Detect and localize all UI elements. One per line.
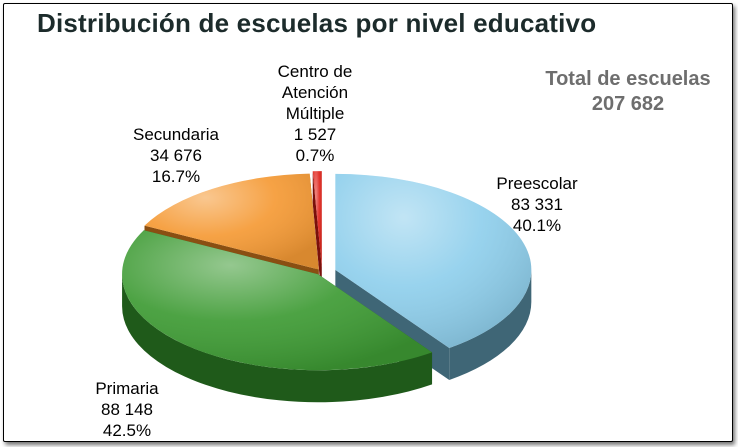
label-preescolar-value: 83 331 bbox=[511, 195, 563, 214]
label-primaria: Primaria 88 148 42.5% bbox=[82, 378, 172, 441]
label-secundaria: Secundaria 34 676 16.7% bbox=[126, 124, 226, 187]
label-preescolar-percent: 40.1% bbox=[512, 216, 562, 235]
slice-preescolar bbox=[335, 173, 532, 381]
label-secundaria-percent: 16.7% bbox=[151, 167, 201, 186]
label-primaria-percent: 42.5% bbox=[102, 421, 152, 440]
slice-primaria-side bbox=[122, 274, 433, 403]
label-cam-name-line1: Centro de bbox=[277, 62, 353, 81]
label-cam-name-line3: Múltiple bbox=[285, 104, 345, 123]
label-secundaria-value: 34 676 bbox=[150, 146, 202, 165]
slice-preescolar-highlight bbox=[335, 173, 532, 349]
total-label: Total de escuelas bbox=[545, 68, 711, 90]
total-value: 207 682 bbox=[591, 93, 665, 115]
total-box: Total de escuelas 207 682 bbox=[528, 67, 728, 117]
label-cam-value: 1 527 bbox=[293, 125, 337, 144]
chart-title: Distribución de escuelas por nivel educa… bbox=[37, 8, 597, 38]
label-secundaria-name: Secundaria bbox=[132, 125, 219, 144]
slice-cam-highlight bbox=[312, 171, 322, 268]
slice-cam bbox=[312, 171, 322, 300]
slice-cam-cut-start bbox=[312, 171, 322, 300]
label-cam: Centro de Atención Múltiple 1 527 0.7% bbox=[263, 61, 367, 166]
label-primaria-value: 88 148 bbox=[101, 400, 153, 419]
slice-primaria-highlight bbox=[122, 230, 433, 371]
slice-secundaria-highlight bbox=[144, 173, 319, 270]
label-preescolar: Preescolar 83 331 40.1% bbox=[492, 173, 582, 236]
label-primaria-name: Primaria bbox=[95, 379, 159, 398]
label-cam-percent: 0.7% bbox=[295, 146, 335, 165]
label-preescolar-name: Preescolar bbox=[496, 174, 578, 193]
label-cam-name-line2: Atención bbox=[281, 83, 349, 102]
slice-preescolar-side bbox=[449, 269, 532, 381]
slice-primaria bbox=[122, 230, 433, 403]
